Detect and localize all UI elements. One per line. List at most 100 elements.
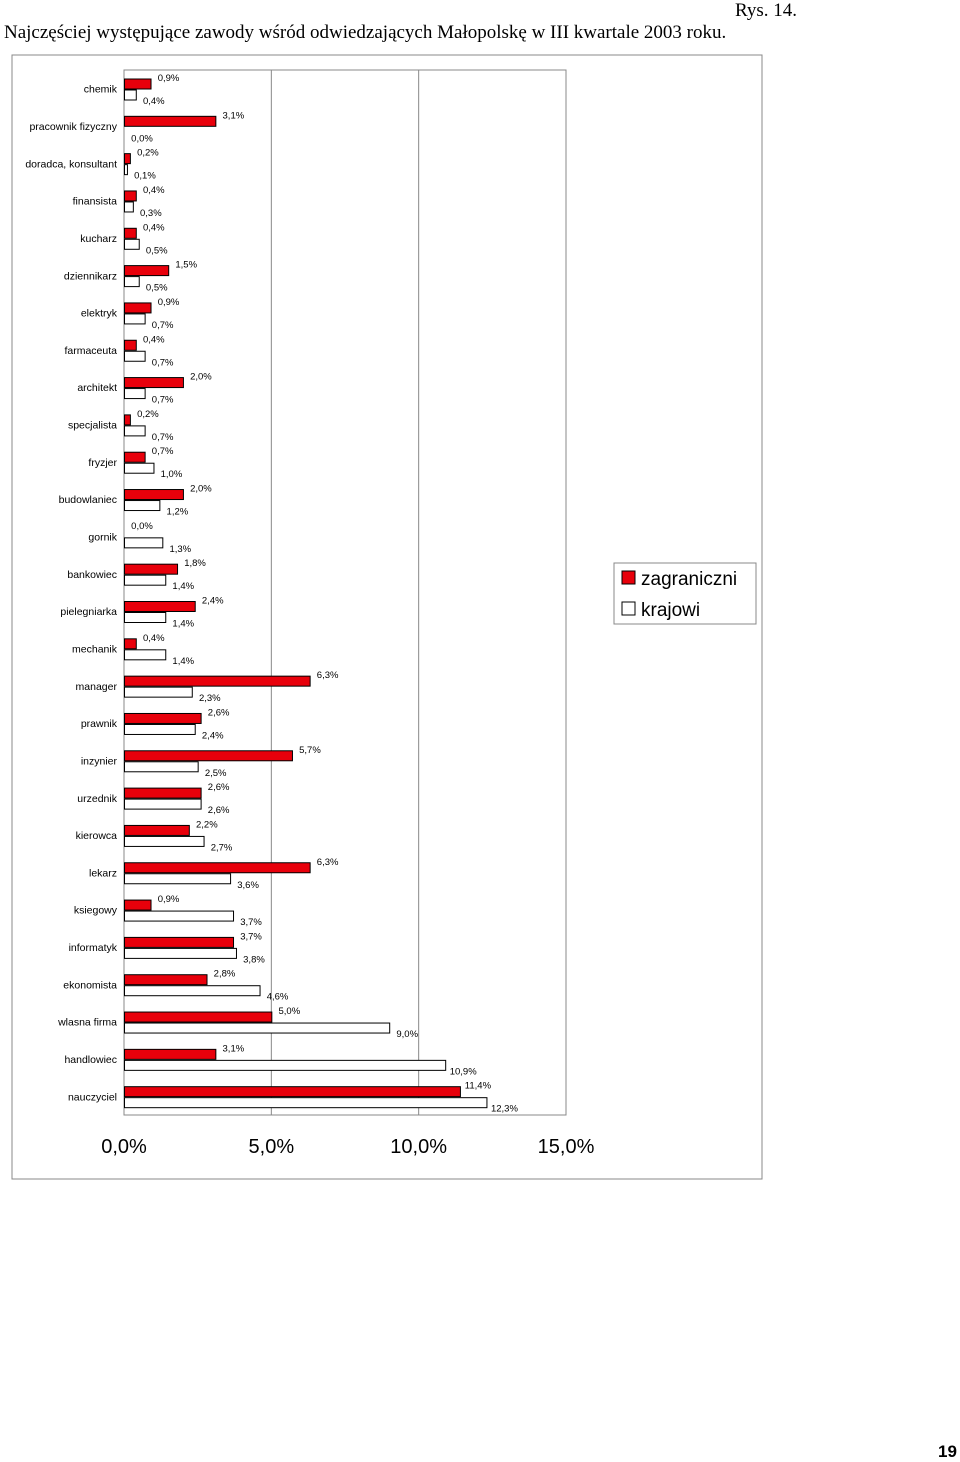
bar-zagraniczni xyxy=(124,563,179,575)
bar-zagraniczni xyxy=(124,115,217,127)
bar-krajowi xyxy=(124,649,167,661)
data-label-krajowi: 2,5% xyxy=(205,768,227,779)
category-label: finansista xyxy=(73,196,118,208)
bar-krajowi xyxy=(124,201,134,213)
x-tick-label: 5,0% xyxy=(249,1136,295,1158)
data-label-zagraniczni: 0,7% xyxy=(152,446,174,457)
data-label-zagraniczni: 0,4% xyxy=(143,633,165,644)
legend-label-krajowi: krajowi xyxy=(641,600,700,621)
data-label-krajowi: 2,7% xyxy=(211,842,233,853)
data-label-krajowi: 0,7% xyxy=(152,432,174,443)
category-label: gornik xyxy=(88,532,117,544)
category-label: informatyk xyxy=(69,942,118,954)
bar-zagraniczni xyxy=(124,601,196,612)
data-label-krajowi: 0,5% xyxy=(146,245,168,256)
category-label: prawnik xyxy=(81,718,118,730)
data-label-zagraniczni: 2,2% xyxy=(196,819,218,830)
bar-zagraniczni xyxy=(124,377,184,389)
category-label: handlowiec xyxy=(64,1054,117,1066)
category-label: pracownik fizyczny xyxy=(29,121,117,133)
data-label-zagraniczni: 0,9% xyxy=(158,894,180,905)
bar-krajowi xyxy=(124,89,137,101)
data-label-krajowi: 1,3% xyxy=(169,544,191,555)
bar-krajowi xyxy=(124,723,196,735)
data-label-krajowi: 1,4% xyxy=(172,581,194,592)
bar-krajowi xyxy=(124,500,161,512)
chart-title: Najczęściej występujące zawody wśród odw… xyxy=(4,22,727,43)
data-label-krajowi: 3,6% xyxy=(237,880,259,891)
category-label: budowlaniec xyxy=(59,494,117,506)
category-label: lekarz xyxy=(89,867,117,879)
category-label: fryzjer xyxy=(88,457,117,469)
data-label-zagraniczni: 6,3% xyxy=(317,857,339,868)
data-label-zagraniczni: 2,0% xyxy=(190,372,212,383)
data-label-zagraniczni: 0,4% xyxy=(143,222,165,233)
bar-krajowi xyxy=(124,761,199,773)
bar-krajowi xyxy=(124,537,164,549)
data-label-krajowi: 1,4% xyxy=(172,656,194,667)
category-label: kucharz xyxy=(80,233,117,245)
bar-zagraniczni xyxy=(124,899,152,911)
x-tick-label: 10,0% xyxy=(390,1136,447,1158)
category-label: specjalista xyxy=(68,420,117,432)
data-label-krajowi: 2,4% xyxy=(202,730,224,741)
legend-box xyxy=(613,562,757,625)
bar-zagraniczni xyxy=(124,153,131,165)
bar-krajowi xyxy=(124,313,146,325)
category-label: inzynier xyxy=(81,755,118,767)
bar-zagraniczni xyxy=(124,1011,273,1023)
bar-zagraniczni xyxy=(124,451,146,463)
data-label-zagraniczni: 0,4% xyxy=(143,185,165,196)
bar-krajowi xyxy=(124,1097,488,1109)
data-label-krajowi: 2,3% xyxy=(199,693,221,704)
bar-krajowi xyxy=(124,798,202,810)
bar-krajowi xyxy=(124,985,261,997)
bar-krajowi xyxy=(124,1059,447,1071)
x-tick-label: 15,0% xyxy=(538,1136,595,1158)
data-label-krajowi: 1,2% xyxy=(167,507,189,518)
bar-zagraniczni xyxy=(124,974,208,986)
bar-zagraniczni xyxy=(124,638,137,650)
data-label-zagraniczni: 3,1% xyxy=(223,110,245,121)
bar-krajowi xyxy=(124,388,146,400)
data-label-krajowi: 1,4% xyxy=(172,619,194,630)
data-label-zagraniczni: 2,6% xyxy=(208,707,230,718)
data-label-krajowi: 0,7% xyxy=(152,357,174,368)
category-label: ksiegowy xyxy=(74,905,118,917)
data-label-krajowi: 0,3% xyxy=(140,208,162,219)
category-label: dziennikarz xyxy=(64,270,117,282)
bar-zagraniczni xyxy=(124,302,152,314)
x-tick-label: 0,0% xyxy=(101,1136,147,1158)
data-label-krajowi: 0,7% xyxy=(152,395,174,406)
category-label: farmaceuta xyxy=(64,345,117,357)
category-label: wlasna firma xyxy=(57,1017,117,1029)
bar-krajowi xyxy=(124,276,140,288)
data-label-zagraniczni: 0,0% xyxy=(131,521,153,532)
bar-zagraniczni xyxy=(124,489,184,501)
legend-swatch-zagraniczni xyxy=(621,570,636,585)
bar-zagraniczni xyxy=(124,227,137,239)
category-label: urzednik xyxy=(77,793,117,805)
bar-krajowi xyxy=(124,164,128,176)
data-label-krajowi: 0,1% xyxy=(134,171,156,182)
bar-zagraniczni xyxy=(124,712,202,724)
bar-krajowi xyxy=(124,947,237,959)
category-label: kierowca xyxy=(76,830,118,842)
bar-krajowi xyxy=(124,612,167,623)
data-label-zagraniczni: 6,3% xyxy=(317,670,339,681)
data-label-zagraniczni: 2,6% xyxy=(208,782,230,793)
bar-krajowi xyxy=(124,462,155,474)
bar-zagraniczni xyxy=(124,339,137,351)
data-label-zagraniczni: 11,4% xyxy=(465,1081,492,1092)
data-label-zagraniczni: 0,9% xyxy=(158,73,180,84)
data-label-zagraniczni: 0,2% xyxy=(137,148,159,159)
data-label-zagraniczni: 0,2% xyxy=(137,409,159,420)
data-label-zagraniczni: 5,7% xyxy=(299,745,321,756)
bar-zagraniczni xyxy=(124,265,170,277)
data-label-krajowi: 2,6% xyxy=(208,805,230,816)
data-label-zagraniczni: 2,4% xyxy=(202,596,224,607)
data-label-zagraniczni: 0,9% xyxy=(158,297,180,308)
data-label-krajowi: 10,9% xyxy=(450,1066,477,1077)
data-label-krajowi: 0,0% xyxy=(131,133,153,144)
category-label: mechanik xyxy=(72,643,118,655)
